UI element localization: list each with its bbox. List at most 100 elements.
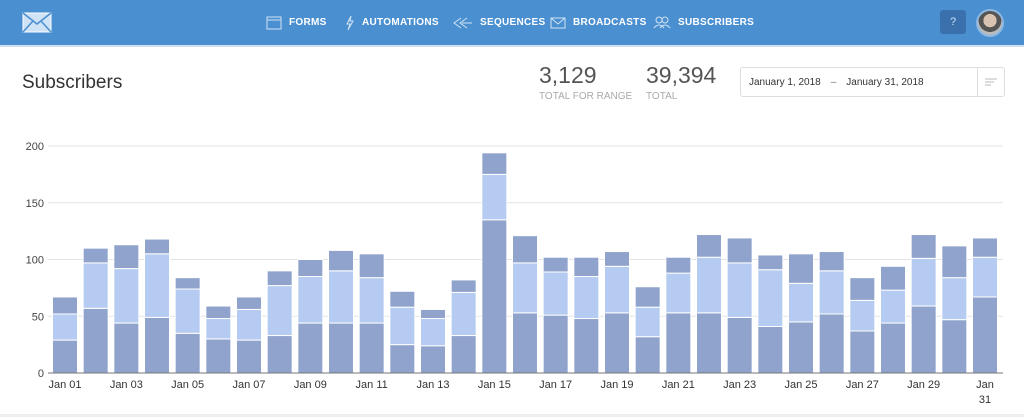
x-tick-label: Jan 27 — [846, 379, 879, 391]
bar-segment — [52, 296, 78, 315]
bar-segment — [328, 270, 354, 324]
x-tick-label: Jan 17 — [539, 379, 572, 391]
bar-segment — [634, 306, 661, 338]
stat-label: TOTAL FOR RANGE — [539, 91, 633, 102]
x-tick-label: Jan 25 — [784, 379, 817, 391]
bar-segment — [910, 257, 937, 307]
bar-segment — [389, 306, 416, 346]
bar-segment — [512, 312, 538, 374]
envelope-icon — [550, 17, 566, 28]
bar-segment — [82, 247, 109, 264]
bar-segment — [634, 286, 661, 308]
bar-segment — [297, 322, 324, 374]
bar-segment — [542, 271, 569, 316]
bar-segment — [757, 325, 784, 374]
nav-forms[interactable]: FORMS — [266, 0, 327, 45]
page-title: Subscribers — [22, 72, 123, 93]
bar-segment — [542, 314, 569, 374]
stat-label: TOTAL — [646, 91, 678, 102]
avatar[interactable] — [976, 9, 1004, 37]
bar-segment — [420, 318, 446, 347]
nav-label: SEQUENCES — [480, 17, 546, 28]
x-tick-label: Jan 03 — [110, 379, 143, 391]
bar-segment — [972, 296, 998, 374]
bar-segment — [542, 256, 569, 273]
bar-segment — [236, 308, 262, 341]
bar-segment — [726, 237, 753, 264]
bar-segment — [358, 253, 385, 279]
date-range-picker[interactable]: January 1, 2018– January 31, 2018 — [740, 67, 1005, 97]
x-tick-label: Jan — [976, 379, 994, 391]
bar-segment — [113, 244, 140, 270]
bar-segment — [512, 262, 538, 314]
users-icon — [653, 16, 671, 29]
bar-segment — [52, 339, 78, 374]
x-tick-label: Jan 15 — [478, 379, 511, 391]
forms-icon — [266, 16, 282, 29]
y-tick-label: 150 — [26, 198, 44, 210]
bar-segment — [144, 316, 170, 374]
date-separator: – — [830, 76, 837, 88]
bar-segment — [941, 319, 968, 374]
bar-segment — [604, 265, 630, 314]
bar-segment — [174, 277, 201, 290]
filter-button[interactable] — [977, 68, 1004, 96]
x-tick-label: Jan 05 — [171, 379, 204, 391]
stat-value: 39,394 — [646, 62, 717, 88]
nav-broadcasts[interactable]: BROADCASTS — [550, 0, 647, 45]
bar-segment — [788, 282, 814, 323]
bar-segment — [757, 254, 784, 271]
nav-subscribers[interactable]: SUBSCRIBERS — [653, 0, 754, 45]
bar-segment — [573, 256, 600, 278]
sequences-icon — [453, 17, 472, 28]
bar-segment — [880, 289, 906, 324]
divider — [0, 414, 1024, 417]
bar-segment — [818, 313, 845, 374]
bar-segment — [328, 322, 354, 374]
bar-segment — [481, 152, 508, 175]
date-start: January 1, 2018 — [749, 76, 821, 88]
filter-lines-icon — [985, 78, 997, 85]
stat-total: 39,394 TOTAL — [646, 62, 716, 102]
stat-value: 3,129 — [539, 62, 597, 88]
bar-segment — [144, 238, 170, 255]
bar-segment — [604, 251, 630, 267]
bar-segment — [297, 259, 324, 278]
x-tick-label: Jan 23 — [723, 379, 756, 391]
bar-segment — [297, 276, 324, 324]
bar-segment — [573, 318, 600, 374]
lightning-icon — [346, 15, 354, 30]
nav-label: FORMS — [289, 17, 327, 28]
bar-segment — [420, 345, 446, 374]
bar-segment — [972, 256, 998, 298]
nav-sequences[interactable]: SEQUENCES — [453, 0, 546, 45]
bar-segment — [849, 299, 876, 332]
bar-segment — [665, 312, 692, 374]
bar-segment — [205, 305, 232, 320]
bar-segment — [726, 262, 753, 318]
bar-segment — [573, 276, 600, 320]
bar-segment — [880, 265, 906, 291]
bar-segment — [113, 268, 140, 324]
bar-segment — [634, 336, 661, 374]
x-tick-label: Jan 29 — [907, 379, 940, 391]
bar-segment — [144, 253, 170, 318]
nav-automations[interactable]: AUTOMATIONS — [345, 0, 439, 45]
bar-segment — [82, 307, 109, 374]
bar-segment — [236, 296, 262, 310]
x-tick-label: Jan 01 — [48, 379, 81, 391]
x-tick-label: Jan 19 — [600, 379, 633, 391]
bar-segment — [389, 344, 416, 374]
bar-segment — [665, 256, 692, 274]
stat-total-for-range: 3,129 TOTAL FOR RANGE — [539, 62, 632, 102]
bar-segment — [941, 245, 968, 279]
bar-segment — [604, 312, 630, 374]
x-tick-label: 31 — [979, 394, 991, 406]
bar-segment — [910, 234, 937, 259]
bar-segment — [818, 251, 845, 272]
logo-envelope-icon[interactable] — [22, 12, 52, 33]
help-button[interactable]: ? — [940, 10, 966, 34]
bar-segment — [788, 253, 814, 284]
nav-label: AUTOMATIONS — [362, 17, 439, 28]
y-tick-label: 0 — [38, 368, 44, 380]
